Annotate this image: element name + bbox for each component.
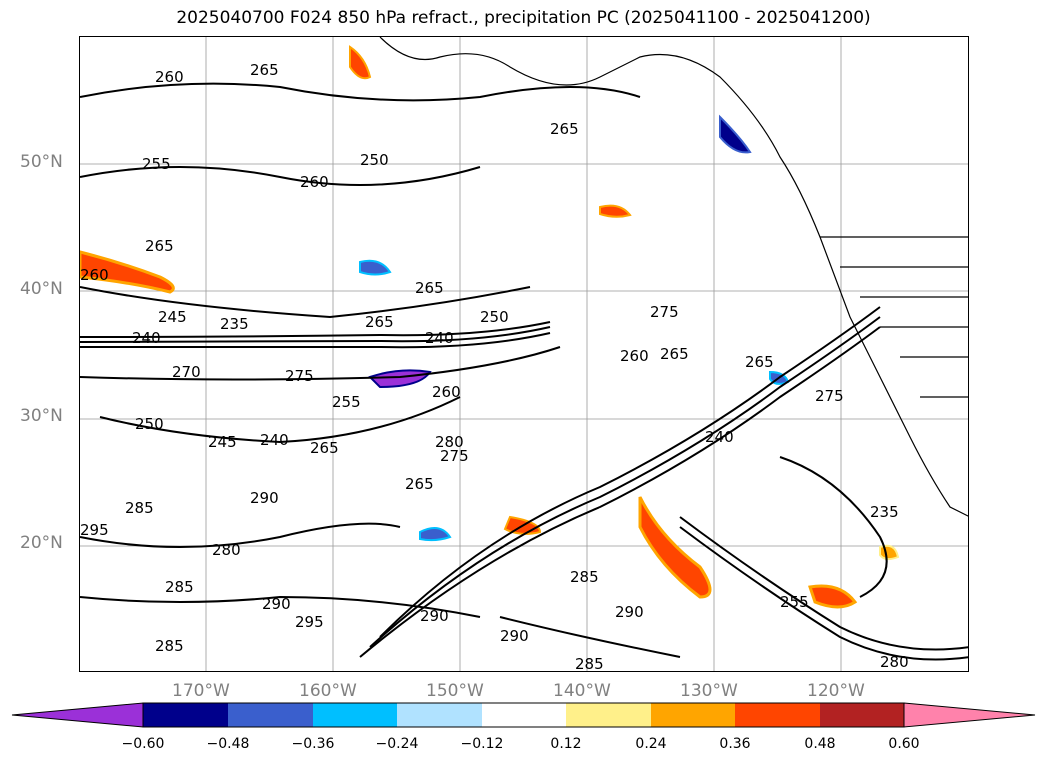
colorbar-extend-low — [11, 702, 144, 728]
contour-label: 290 — [500, 627, 529, 645]
contour-label: 285 — [575, 655, 604, 672]
colorbar-swatch — [566, 703, 651, 727]
graticule — [80, 37, 968, 671]
lat-label-50n: 50°N — [20, 152, 63, 172]
contour-label: 240 — [260, 431, 289, 449]
contour-label: 240 — [705, 428, 734, 446]
colorbar-tick: 0.24 — [635, 736, 667, 752]
contour-label: 290 — [615, 603, 644, 621]
lon-label-150w: 150°W — [426, 681, 484, 701]
contour-label: 250 — [135, 415, 164, 433]
contour-label: 265 — [365, 313, 394, 331]
colorbar-extend-high — [903, 702, 1036, 728]
contour-label: 285 — [570, 568, 599, 586]
colorbar — [11, 702, 1036, 728]
contour-label-group: 260 265 265 255 250 260 265 265 275 260 … — [80, 61, 909, 672]
contour-label: 265 — [660, 345, 689, 363]
colorbar-tick: 0.36 — [719, 736, 751, 752]
contour-label: 290 — [262, 595, 291, 613]
contour-label: 285 — [125, 499, 154, 517]
contour-label: 265 — [745, 353, 774, 371]
colorbar-swatch — [143, 703, 228, 727]
lon-label-140w: 140°W — [553, 681, 611, 701]
contour-label: 290 — [250, 489, 279, 507]
contour-label: 265 — [250, 61, 279, 79]
colorbar-tick: −0.36 — [291, 736, 335, 752]
colorbar-swatch — [397, 703, 482, 727]
contour-label: 260 — [80, 266, 109, 284]
colorbar-tick: 0.60 — [888, 736, 920, 752]
contour-label: 235 — [220, 315, 249, 333]
contour-label: 260 — [300, 173, 329, 191]
contour-label: 245 — [158, 308, 187, 326]
colorbar-swatch — [651, 703, 735, 727]
contour-label: 285 — [165, 578, 194, 596]
chart-title: 2025040700 F024 850 hPa refract., precip… — [176, 8, 871, 28]
colorbar-swatch — [735, 703, 820, 727]
contour-label: 295 — [295, 613, 324, 631]
contour-label: 275 — [285, 367, 314, 385]
contour-label: 265 — [145, 237, 174, 255]
contour-label: 280 — [435, 433, 464, 451]
lat-label-40n: 40°N — [20, 279, 63, 299]
contour-label: 290 — [420, 607, 449, 625]
lon-label-130w: 130°W — [680, 681, 738, 701]
colorbar-tick: −0.24 — [375, 736, 419, 752]
colorbar-tick: −0.48 — [206, 736, 250, 752]
contour-label: 275 — [650, 303, 679, 321]
contour-label: 250 — [360, 151, 389, 169]
contour-label: 245 — [208, 433, 237, 451]
lon-label-120w: 120°W — [807, 681, 865, 701]
lat-label-20n: 20°N — [20, 533, 63, 553]
precip-shading — [80, 45, 900, 609]
contour-label: 285 — [155, 637, 184, 655]
contour-label: 270 — [172, 363, 201, 381]
contour-label: 265 — [550, 120, 579, 138]
contour-label: 260 — [432, 383, 461, 401]
map-panel: 260 265 265 255 250 260 265 265 275 260 … — [79, 36, 969, 672]
colorbar-tick: −0.60 — [121, 736, 165, 752]
contour-label: 280 — [880, 653, 909, 671]
lat-label-30n: 30°N — [20, 406, 63, 426]
contour-label: 240 — [425, 329, 454, 347]
colorbar-swatch — [313, 703, 397, 727]
coastline — [379, 37, 968, 517]
lon-label-160w: 160°W — [299, 681, 357, 701]
contour-label: 260 — [620, 347, 649, 365]
contour-label: 255 — [332, 393, 361, 411]
colorbar-tick: 0.12 — [550, 736, 582, 752]
contour-map: 260 265 265 255 250 260 265 265 275 260 … — [80, 37, 968, 672]
contour-label: 235 — [870, 503, 899, 521]
contour-label: 295 — [80, 521, 109, 539]
contour-label: 280 — [212, 541, 241, 559]
colorbar-swatch — [482, 703, 566, 727]
colorbar-tick: −0.12 — [460, 736, 504, 752]
contour-label: 275 — [440, 447, 469, 465]
contour-label: 275 — [815, 387, 844, 405]
refractivity-contours — [80, 82, 968, 661]
contour-label: 260 — [155, 68, 184, 86]
contour-label: 255 — [142, 155, 171, 173]
contour-label: 265 — [415, 279, 444, 297]
colorbar-swatch — [228, 703, 313, 727]
colorbar-swatch — [820, 703, 904, 727]
contour-label: 265 — [310, 439, 339, 457]
contour-label: 250 — [480, 308, 509, 326]
lon-label-170w: 170°W — [172, 681, 230, 701]
contour-label: 255 — [780, 593, 809, 611]
contour-label: 240 — [132, 329, 161, 347]
contour-label: 265 — [405, 475, 434, 493]
colorbar-tick: 0.48 — [804, 736, 836, 752]
